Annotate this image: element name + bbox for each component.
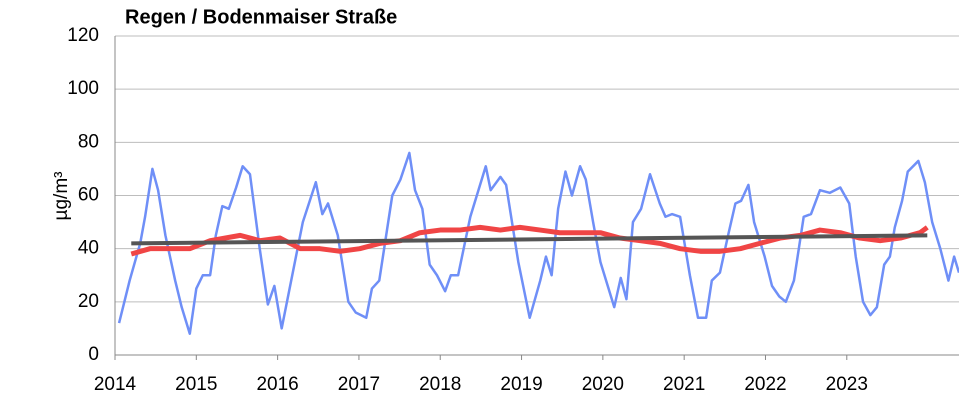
x-tick-label: 2016 — [256, 374, 298, 395]
x-tick-label: 2019 — [500, 374, 542, 395]
y-tick-label: 40 — [78, 238, 99, 259]
series-line — [117, 151, 959, 335]
y-tick-label: 120 — [67, 25, 99, 46]
y-tick-label: 0 — [88, 344, 99, 365]
x-tick-label: 2017 — [338, 374, 380, 395]
y-tick-label: 100 — [67, 78, 99, 99]
x-tick-label: 2014 — [94, 374, 137, 395]
x-tick-label: 2021 — [663, 374, 705, 395]
series-line — [131, 233, 928, 246]
x-tick-label: 2020 — [582, 374, 624, 395]
x-tick-label: 2015 — [175, 374, 217, 395]
y-tick-label: 20 — [78, 291, 99, 312]
y-tick-label: 60 — [78, 185, 99, 206]
y-tick-label: 80 — [78, 131, 99, 152]
x-tick-label: 2023 — [826, 374, 868, 395]
x-tick-label: 2018 — [419, 374, 461, 395]
chart-title: Regen / Bodenmaiser Straße — [125, 6, 397, 28]
x-tick-label: 2022 — [744, 374, 786, 395]
y-axis-label: µg/m³ — [51, 172, 72, 221]
series-line — [130, 224, 929, 257]
